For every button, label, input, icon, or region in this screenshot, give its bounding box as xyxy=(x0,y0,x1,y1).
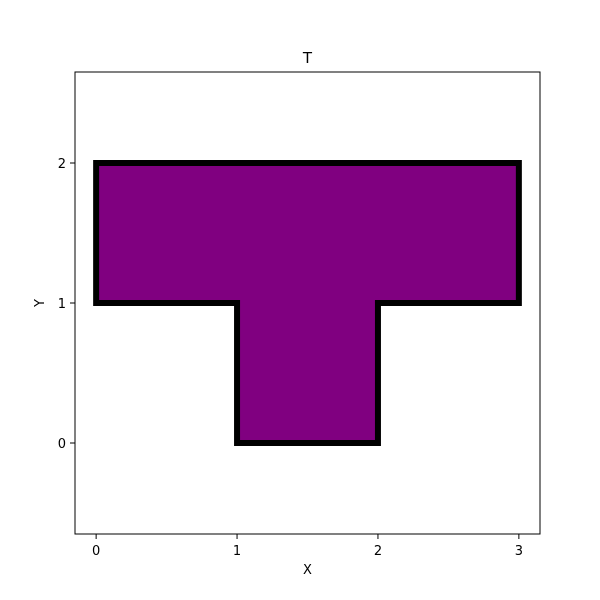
plot-marks xyxy=(93,160,522,446)
y-tick-label: 0 xyxy=(58,437,66,452)
x-tick-label: 0 xyxy=(92,544,100,559)
y-tick-label: 2 xyxy=(58,157,66,172)
y-axis-label: Y xyxy=(33,299,48,308)
x-tick-label: 3 xyxy=(515,544,523,559)
x-tick-label: 1 xyxy=(233,544,241,559)
t-shape-polygon xyxy=(93,160,522,446)
x-tick-label: 2 xyxy=(374,544,382,559)
y-axis: 0 1 2 xyxy=(58,157,75,452)
x-axis: 0 1 2 3 xyxy=(92,534,523,559)
y-tick-label: 1 xyxy=(58,297,66,312)
x-axis-label: X xyxy=(303,563,312,578)
chart-title: T xyxy=(302,49,313,67)
